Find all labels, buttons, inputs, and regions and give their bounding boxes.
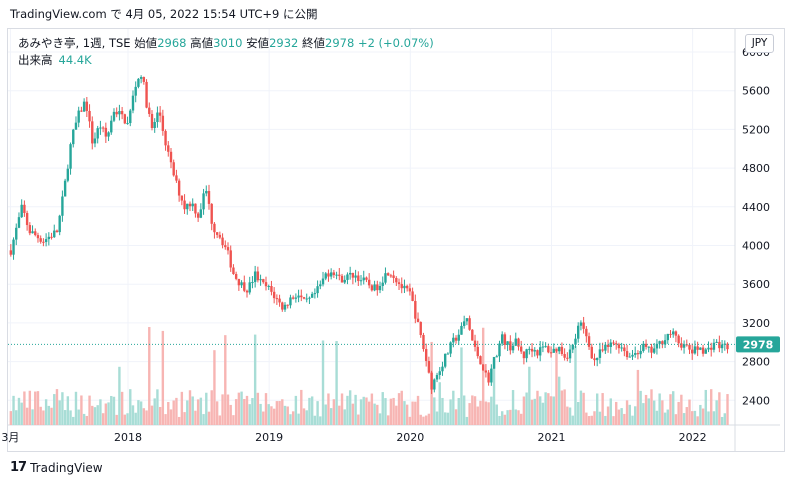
open-label: 始値 (134, 36, 158, 50)
footer-brand-label: TradingView (30, 460, 103, 475)
tradingview-logo-icon: 17 (10, 460, 27, 475)
symbol-label: あみやき亭, 1週, TSE (18, 36, 131, 50)
close-value: 2978 (325, 36, 355, 50)
low-value: 2932 (269, 36, 299, 50)
footer-brand[interactable]: 17 TradingView (10, 460, 103, 475)
volume-value: 44.4K (58, 53, 92, 67)
high-label: 高値 (190, 36, 214, 50)
volume-legend: 出来高 44.4K (18, 52, 92, 68)
change-value: +2 (+0.07%) (357, 36, 434, 50)
chart-frame[interactable] (7, 28, 785, 452)
volume-label: 出来高 (18, 53, 53, 67)
currency-button[interactable]: JPY (745, 34, 774, 53)
close-label: 終値 (302, 36, 325, 50)
low-label: 安値 (246, 36, 270, 50)
open-value: 2968 (157, 36, 187, 50)
high-value: 3010 (213, 36, 243, 50)
published-header: TradingView.com で 4月 05, 2022 15:54 UTC+… (10, 7, 318, 21)
ohlc-legend: あみやき亭, 1週, TSE 始値2968 高値3010 安値2932 終値29… (18, 35, 434, 51)
